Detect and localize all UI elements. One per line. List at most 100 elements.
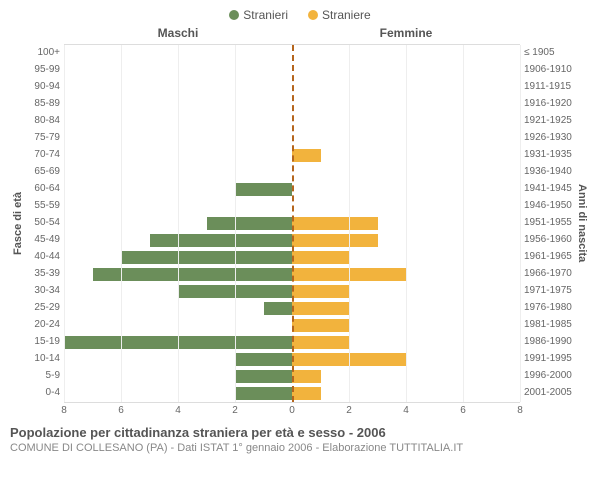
birth-label: 1926-1930 [524,129,574,146]
birth-label: 2001-2005 [524,384,574,401]
gridline [178,45,179,402]
x-tick-label: 4 [175,405,181,416]
bar-female [292,370,321,383]
gridline [349,45,350,402]
age-label: 10-14 [26,350,60,367]
gridline [64,45,65,402]
legend-label-female: Straniere [322,8,371,22]
birth-label: 1961-1965 [524,248,574,265]
age-label: 45-49 [26,231,60,248]
age-axis-labels: 100+95-9990-9485-8980-8475-7970-7465-696… [26,44,64,403]
chart: Fasce di età 100+95-9990-9485-8980-8475-… [10,44,590,403]
chart-subtitle: COMUNE DI COLLESANO (PA) - Dati ISTAT 1°… [10,442,590,454]
gridline [463,45,464,402]
age-label: 20-24 [26,316,60,333]
x-tick-label: 2 [346,405,352,416]
ylabel-right: Anni di nascita [574,44,590,403]
bar-female [292,387,321,400]
bar-male [235,353,292,366]
birth-label: 1916-1920 [524,95,574,112]
col-title-female: Femmine [292,26,520,40]
age-label: 80-84 [26,112,60,129]
bar-female [292,234,378,247]
birth-label: 1956-1960 [524,231,574,248]
x-tick-label: 6 [460,405,466,416]
bar-female [292,217,378,230]
birth-label: 1951-1955 [524,214,574,231]
column-titles: Maschi Femmine [10,26,590,40]
birth-label: 1996-2000 [524,367,574,384]
plot-area [64,44,520,403]
bar-male [207,217,293,230]
footer: Popolazione per cittadinanza straniera p… [10,425,590,454]
birth-label: 1941-1945 [524,180,574,197]
bar-female [292,319,349,332]
birth-label: 1971-1975 [524,282,574,299]
birth-label: 1931-1935 [524,146,574,163]
age-label: 50-54 [26,214,60,231]
age-label: 55-59 [26,197,60,214]
gridline [520,45,521,402]
bar-female [292,285,349,298]
age-label: 65-69 [26,163,60,180]
age-label: 95-99 [26,61,60,78]
age-label: 70-74 [26,146,60,163]
x-tick-label: 0 [289,405,295,416]
x-axis: 0 2 2 4 4 6 6 8 8 [10,405,590,419]
bar-male [93,268,293,281]
bar-male [121,251,292,264]
legend-item-female: Straniere [308,8,371,22]
legend: Stranieri Straniere [10,8,590,22]
age-label: 85-89 [26,95,60,112]
x-ticks: 0 2 2 4 4 6 6 8 8 [64,405,520,419]
x-tick-label: 6 [118,405,124,416]
birth-label: 1921-1925 [524,112,574,129]
legend-label-male: Stranieri [243,8,288,22]
birth-label: 1976-1980 [524,299,574,316]
age-label: 35-39 [26,265,60,282]
birth-label: ≤ 1905 [524,44,574,61]
bar-female [292,336,349,349]
age-label: 15-19 [26,333,60,350]
age-label: 40-44 [26,248,60,265]
age-label: 60-64 [26,180,60,197]
bar-female [292,251,349,264]
birth-label: 1936-1940 [524,163,574,180]
x-tick-label: 8 [517,405,523,416]
bar-male [235,370,292,383]
birth-label: 1986-1990 [524,333,574,350]
bar-male [235,183,292,196]
birth-label: 1981-1985 [524,316,574,333]
center-line [292,45,294,402]
legend-swatch-female [308,10,318,20]
age-label: 75-79 [26,129,60,146]
age-label: 90-94 [26,78,60,95]
x-tick-label: 2 [232,405,238,416]
bar-male [235,387,292,400]
legend-item-male: Stranieri [229,8,288,22]
gridline [235,45,236,402]
age-label: 0-4 [26,384,60,401]
bar-female [292,149,321,162]
bar-male [264,302,293,315]
bar-female [292,302,349,315]
ylabel-left: Fasce di età [10,44,26,403]
col-title-male: Maschi [64,26,292,40]
age-label: 25-29 [26,299,60,316]
birth-label: 1911-1915 [524,78,574,95]
birth-axis-labels: ≤ 19051906-19101911-19151916-19201921-19… [520,44,574,403]
birth-label: 1991-1995 [524,350,574,367]
chart-title: Popolazione per cittadinanza straniera p… [10,425,590,440]
age-label: 5-9 [26,367,60,384]
x-tick-label: 4 [403,405,409,416]
age-label: 100+ [26,44,60,61]
birth-label: 1906-1910 [524,61,574,78]
gridline [121,45,122,402]
birth-label: 1946-1950 [524,197,574,214]
legend-swatch-male [229,10,239,20]
age-label: 30-34 [26,282,60,299]
x-tick-label: 8 [61,405,67,416]
gridline [406,45,407,402]
birth-label: 1966-1970 [524,265,574,282]
bar-male [150,234,293,247]
